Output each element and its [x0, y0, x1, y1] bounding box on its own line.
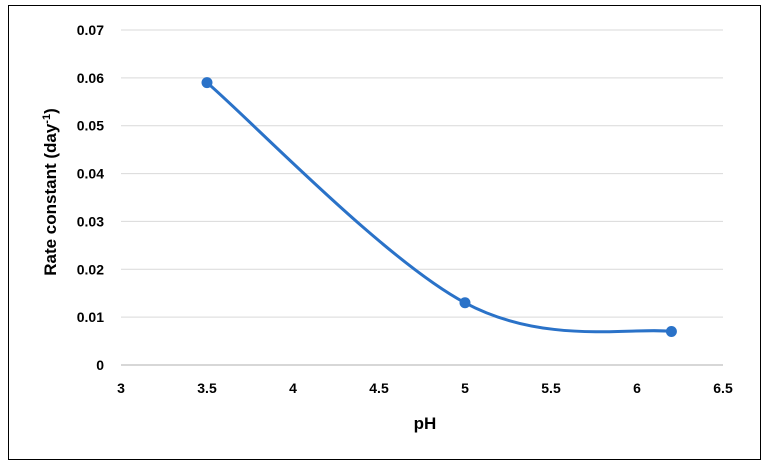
y-tick-label: 0.05	[77, 118, 104, 134]
gridlines	[121, 29, 723, 318]
x-tick-label: 3	[117, 380, 125, 396]
data-point	[665, 326, 677, 337]
y-axis-title-text: Rate constant (day	[41, 123, 60, 276]
data-point	[201, 77, 213, 89]
y-axis-title-superscript: -1	[41, 114, 53, 124]
chart-frame	[8, 5, 761, 460]
data-point	[459, 297, 471, 309]
y-tick-label: 0.06	[77, 70, 104, 86]
y-axis-title: Rate constant (day-1)	[41, 108, 60, 276]
y-tick-label: 0.04	[77, 166, 104, 182]
x-tick-label: 3.5	[197, 380, 217, 396]
series-line	[206, 81, 672, 334]
x-tick-labels: 3 3.5 4 4.5 5 5.5 6 6.5	[117, 380, 733, 396]
y-tick-labels: 0 0.01 0.02 0.03 0.04 0.05 0.06 0.07	[77, 22, 104, 373]
x-tick-label: 4.5	[369, 380, 389, 396]
x-tick-label: 6	[633, 380, 641, 396]
x-axis-title: pH	[414, 414, 437, 433]
y-tick-label: 0.01	[77, 309, 104, 325]
x-tick-label: 5.5	[541, 380, 561, 396]
x-tick-label: 5	[461, 380, 469, 396]
y-tick-label: 0.03	[77, 213, 104, 229]
y-tick-label: 0.02	[77, 261, 104, 277]
y-tick-label: 0.07	[77, 22, 104, 38]
y-tick-label: 0	[96, 357, 104, 373]
data-points	[201, 77, 677, 337]
x-tick-label: 4	[289, 380, 297, 396]
y-axis-title-close: )	[41, 108, 60, 114]
x-tick-label: 6.5	[713, 380, 733, 396]
